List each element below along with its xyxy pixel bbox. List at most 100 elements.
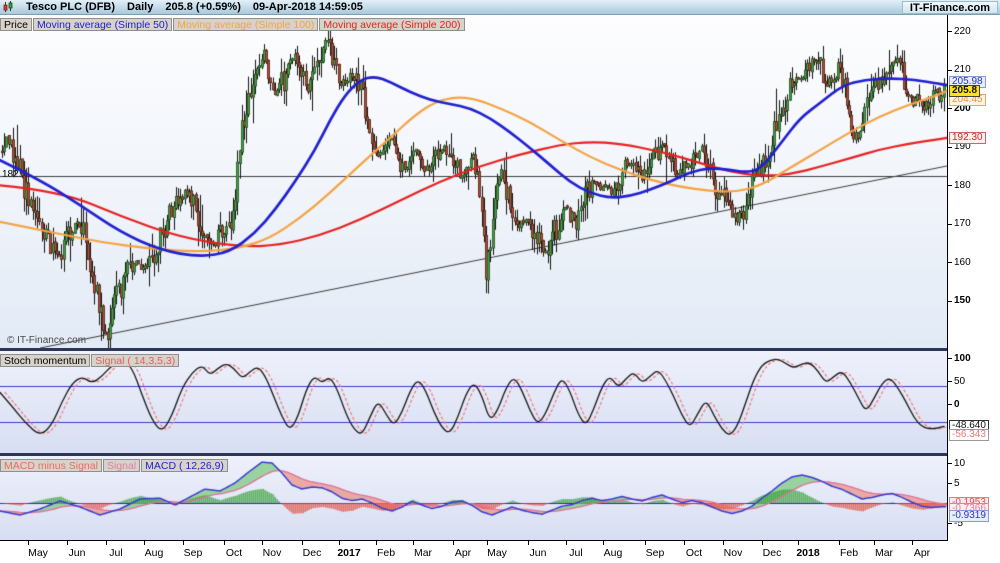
chip-stoch-momentum[interactable]: Stoch momentum	[0, 354, 91, 367]
month-label: Dec	[762, 547, 782, 559]
macd-axis-tick-label: 5	[954, 478, 960, 489]
month-tick	[645, 541, 646, 545]
price-axis-tick-label: 150	[954, 295, 971, 306]
price-axis-tick	[948, 147, 952, 148]
macd-axis-tick	[948, 483, 952, 484]
month-tick	[224, 541, 225, 545]
price-value-tag: 205.8	[949, 85, 981, 97]
macd-panel: MACD minus Signal Signal MACD ( 12,26,9)	[0, 456, 947, 540]
macd-axis-tick	[948, 523, 952, 524]
month-tick	[262, 541, 263, 545]
panel-separator[interactable]	[0, 453, 1000, 456]
month-tick	[603, 541, 604, 545]
price-axis-tick-label: 190	[954, 141, 971, 152]
month-label: May	[28, 547, 48, 559]
month-label: Jun	[68, 547, 86, 559]
price-axis-tick	[948, 31, 952, 32]
stoch-indicator-chips: Stoch momentum Signal ( 14,3,5,3)	[0, 351, 180, 369]
month-label: Aug	[603, 547, 623, 559]
quote-datetime: 09-Apr-2018 14:59:05	[252, 1, 363, 13]
chip-macd-signal[interactable]: Signal	[102, 459, 141, 472]
price-axis-tick	[948, 70, 952, 71]
chip-stoch-signal[interactable]: Signal ( 14,3,5,3)	[91, 354, 180, 367]
month-tick	[566, 541, 567, 545]
month-tick	[376, 541, 377, 545]
month-tick	[723, 541, 724, 545]
price-panel: 210.4 182.3 © IT-Finance.com PriceMoving…	[0, 15, 947, 348]
time-axis[interactable]: May Jun Jul Aug Sep Oct Nov Dec 2017 Feb Mar Apr May…	[0, 541, 1000, 563]
month-label: Oct	[685, 547, 703, 559]
stoch-axis-tick	[948, 404, 952, 405]
macd-value-tag: -0.9319	[949, 510, 989, 522]
stoch-axis-tick-label: 100	[954, 353, 971, 364]
chip-moving-average-50[interactable]: Moving average (Simple 50)	[32, 18, 173, 31]
last-price-change: 205.8 (+0.59%)	[165, 1, 241, 13]
chip-moving-average-200[interactable]: Moving average (Simple 200)	[319, 18, 465, 31]
symbol-name: Tesco PLC (DFB)	[26, 1, 116, 13]
month-label: 2017	[337, 547, 361, 559]
price-indicator-chips: Price Moving average (Simple 50) Moving av…	[0, 15, 466, 33]
stochastic-panel: Stoch momentum Signal ( 14,3,5,3)	[0, 351, 947, 453]
month-tick	[874, 541, 875, 545]
price-axis-tick	[948, 262, 952, 263]
month-tick	[413, 541, 414, 545]
stoch-axis-tick-label: 0	[954, 399, 960, 410]
month-tick	[798, 541, 799, 545]
brand-logo: IT-Finance.com	[901, 1, 998, 14]
month-tick	[67, 541, 68, 545]
month-label: Apr	[454, 547, 472, 559]
price-axis-tick	[948, 185, 952, 186]
month-tick	[183, 541, 184, 545]
month-label: Oct	[225, 547, 243, 559]
month-label: Nov	[262, 547, 282, 559]
chip-macd[interactable]: MACD ( 12,26,9)	[141, 459, 228, 472]
month-tick	[912, 541, 913, 545]
title-bar: Tesco PLC (DFB) Daily 205.8 (+0.59%) 09-…	[0, 0, 1000, 15]
chip-macd-minus-signal[interactable]: MACD minus Signal	[0, 459, 102, 472]
chip-moving-average-100[interactable]: Moving average (Simple 100)	[173, 18, 319, 31]
month-tick	[144, 541, 145, 545]
price-axis-tick-label: 210	[954, 64, 971, 75]
price-axis-tick	[948, 108, 952, 109]
month-label: Aug	[144, 547, 164, 559]
month-tick	[453, 541, 454, 545]
macd-axis-tick-label: -5	[954, 518, 963, 529]
macd-indicator-chips: MACD minus Signal Signal MACD ( 12,26,9)	[0, 456, 229, 474]
month-tick	[762, 541, 763, 545]
month-label: Jun	[529, 547, 547, 559]
month-tick	[487, 541, 488, 545]
month-tick	[839, 541, 840, 545]
panel-separator[interactable]	[0, 348, 1000, 351]
macd-axis-tick	[948, 463, 952, 464]
month-label: Feb	[376, 547, 396, 559]
month-tick	[528, 541, 529, 545]
month-label: Mar	[413, 547, 433, 559]
month-label: Jul	[109, 547, 123, 559]
month-label: Nov	[723, 547, 743, 559]
value-axis[interactable]: 220 210 200 190 180 170 160 150 100 50 0 10 5 -5 205.9…	[947, 15, 1000, 541]
price-axis-tick-label: 180	[954, 180, 971, 191]
month-label: Mar	[874, 547, 894, 559]
price-axis-tick	[948, 224, 952, 225]
chip-price[interactable]: Price	[0, 18, 32, 31]
watermark: © IT-Finance.com	[7, 335, 87, 346]
stochastic-chart-canvas[interactable]	[0, 351, 947, 453]
month-label: Feb	[839, 547, 859, 559]
month-label: Sep	[183, 547, 203, 559]
timeframe-label[interactable]: Daily	[127, 1, 154, 13]
price-axis-tick-label: 220	[954, 26, 971, 37]
axis-separator	[0, 540, 1000, 541]
month-tick	[302, 541, 303, 545]
price-chart-canvas[interactable]	[0, 15, 947, 348]
stoch-axis-tick	[948, 358, 952, 359]
month-label: Dec	[302, 547, 322, 559]
stoch-axis-tick-label: 50	[954, 376, 966, 387]
price-axis-tick-label: 200	[954, 103, 971, 114]
stoch-axis-tick	[948, 381, 952, 382]
month-tick	[28, 541, 29, 545]
price-axis-tick-label: 160	[954, 257, 971, 268]
month-label: Jul	[569, 547, 583, 559]
month-label: 2018	[796, 547, 820, 559]
month-tick	[106, 541, 107, 545]
